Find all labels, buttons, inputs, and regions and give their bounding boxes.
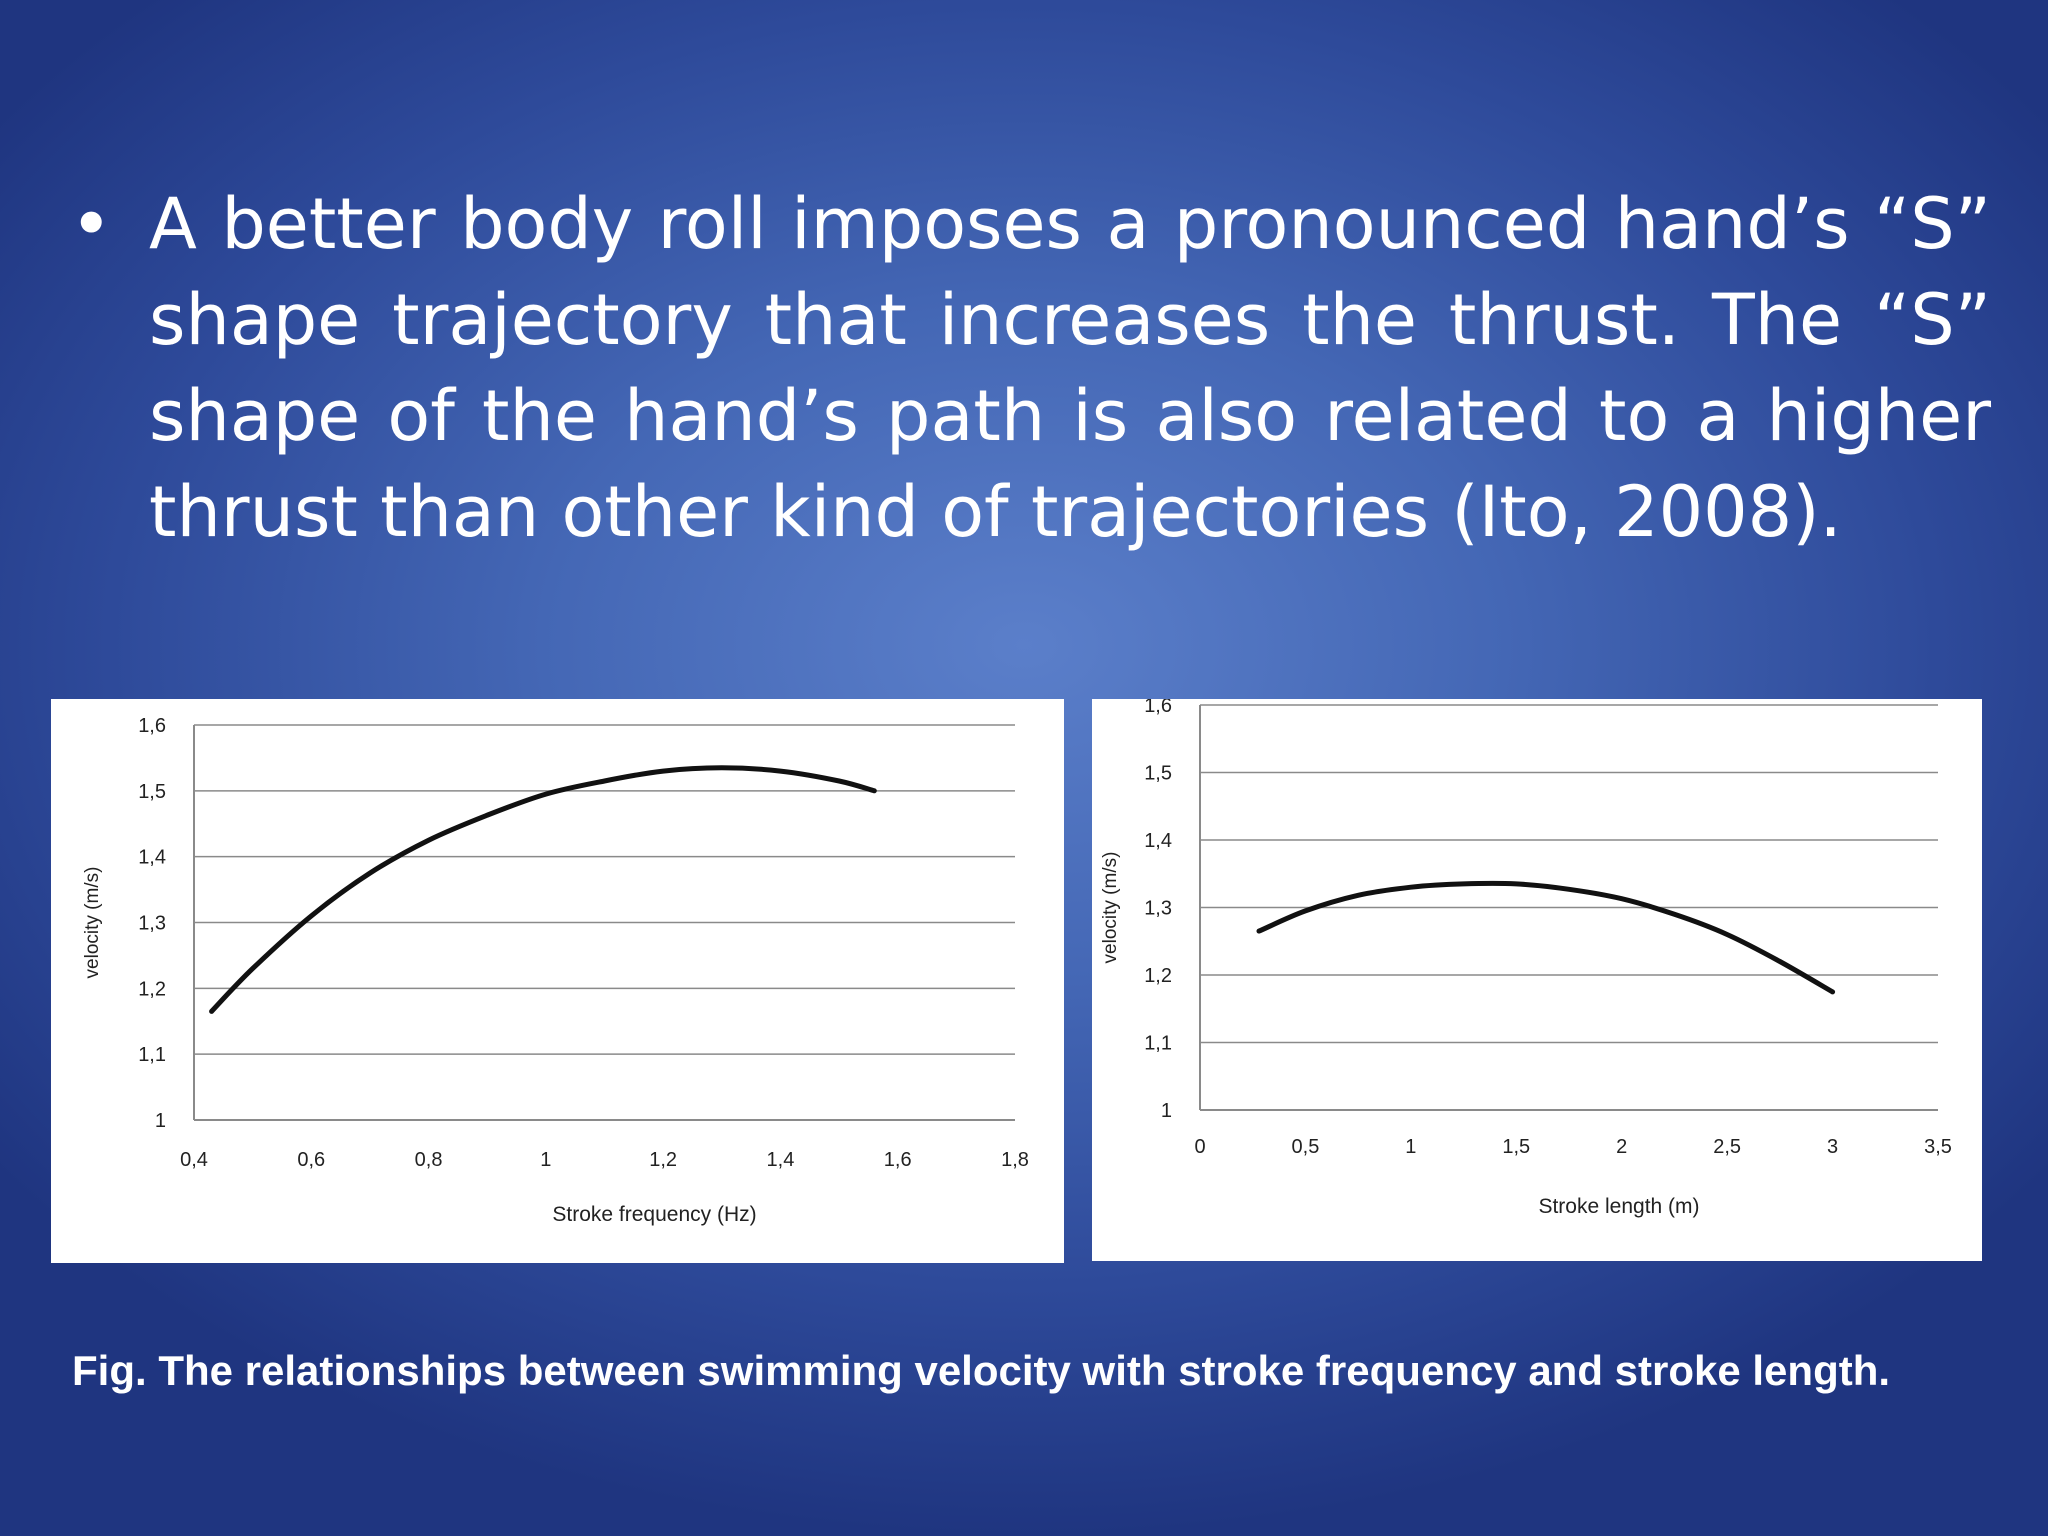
chart1-x-tick-label: 1,8 — [1001, 1149, 1029, 1171]
chart2-series-line-1 — [1256, 880, 1836, 995]
slide-body-text: A better body roll imposes a pronounced … — [149, 183, 1991, 553]
chart1-x-tick-label: 1,2 — [649, 1149, 677, 1171]
chart2-x-tick-label: 1 — [1405, 1136, 1416, 1158]
bullet-marker: • — [70, 182, 113, 266]
chart1-x-axis-label: Stroke frequency (Hz) — [552, 1203, 756, 1226]
chart1-y-tick-label: 1,5 — [138, 781, 166, 803]
chart1-x-tick-label: 0,8 — [415, 1149, 443, 1171]
chart2-y-tick-label: 1,4 — [1144, 830, 1172, 852]
chart2-x-tick-label: 2 — [1616, 1136, 1627, 1158]
chart1-y-tick-label: 1,1 — [138, 1044, 166, 1066]
chart1-x-tick-label: 1 — [540, 1149, 551, 1171]
chart1-x-tick-label: 1,6 — [884, 1149, 912, 1171]
chart2-y-tick-label: 1,5 — [1144, 763, 1172, 785]
chart2-y-tick-label: 1,1 — [1144, 1033, 1172, 1055]
chart1-y-tick-label: 1,6 — [138, 715, 166, 737]
chart2-x-tick-label: 1,5 — [1502, 1136, 1530, 1158]
chart-stroke-length: 1 1,1 1,2 1,3 1,4 1,5 1,6 0 0,5 1 1,5 2 2,5 3 3,5 Strok… — [1092, 699, 1982, 1261]
chart2-y-tick-label: 1,3 — [1144, 898, 1172, 920]
chart-stroke-frequency-svg: 1 1,1 1,2 1,3 1,4 1,5 1,6 0,4 0,6 0,8 1 1,2 1,4 1,6 1,… — [82, 715, 1029, 1226]
chart1-series-line-1 — [209, 765, 877, 1014]
chart1-y-axis-label: velocity (m/s) — [82, 867, 103, 979]
chart1-y-tick-label: 1,2 — [138, 978, 166, 1000]
chart1-y-tick-label: 1,3 — [138, 913, 166, 935]
chart-stroke-frequency: 1 1,1 1,2 1,3 1,4 1,5 1,6 0,4 0,6 0,8 1 1,2 1,4 1,6 1,… — [51, 699, 1064, 1263]
chart2-x-tick-label: 3,5 — [1924, 1136, 1952, 1158]
chart2-y-tick-label: 1 — [1161, 1100, 1172, 1122]
chart-stroke-length-svg: 1 1,1 1,2 1,3 1,4 1,5 1,6 0 0,5 1 1,5 2 2,5 3 3,5 Strok… — [1100, 699, 1952, 1218]
chart2-y-tick-label: 1,2 — [1144, 965, 1172, 987]
chart2-y-axis-label: velocity (m/s) — [1100, 852, 1121, 964]
chart1-x-tick-label: 0,4 — [180, 1149, 208, 1171]
chart1-y-tick-label: 1,4 — [138, 847, 166, 869]
chart1-y-tick-label: 1 — [155, 1110, 166, 1132]
chart2-x-axis-label: Stroke length (m) — [1538, 1195, 1699, 1218]
chart2-x-tick-label: 0 — [1194, 1136, 1205, 1158]
chart1-x-tick-label: 0,6 — [297, 1149, 325, 1171]
chart1-x-tick-label: 1,4 — [767, 1149, 795, 1171]
chart2-x-tick-label: 3 — [1827, 1136, 1838, 1158]
chart2-x-tick-label: 0,5 — [1292, 1136, 1320, 1158]
figure-caption: Fig. The relationships between swimming … — [72, 1347, 1891, 1394]
chart2-y-tick-label: 1,6 — [1144, 699, 1172, 717]
chart2-x-tick-label: 2,5 — [1713, 1136, 1741, 1158]
